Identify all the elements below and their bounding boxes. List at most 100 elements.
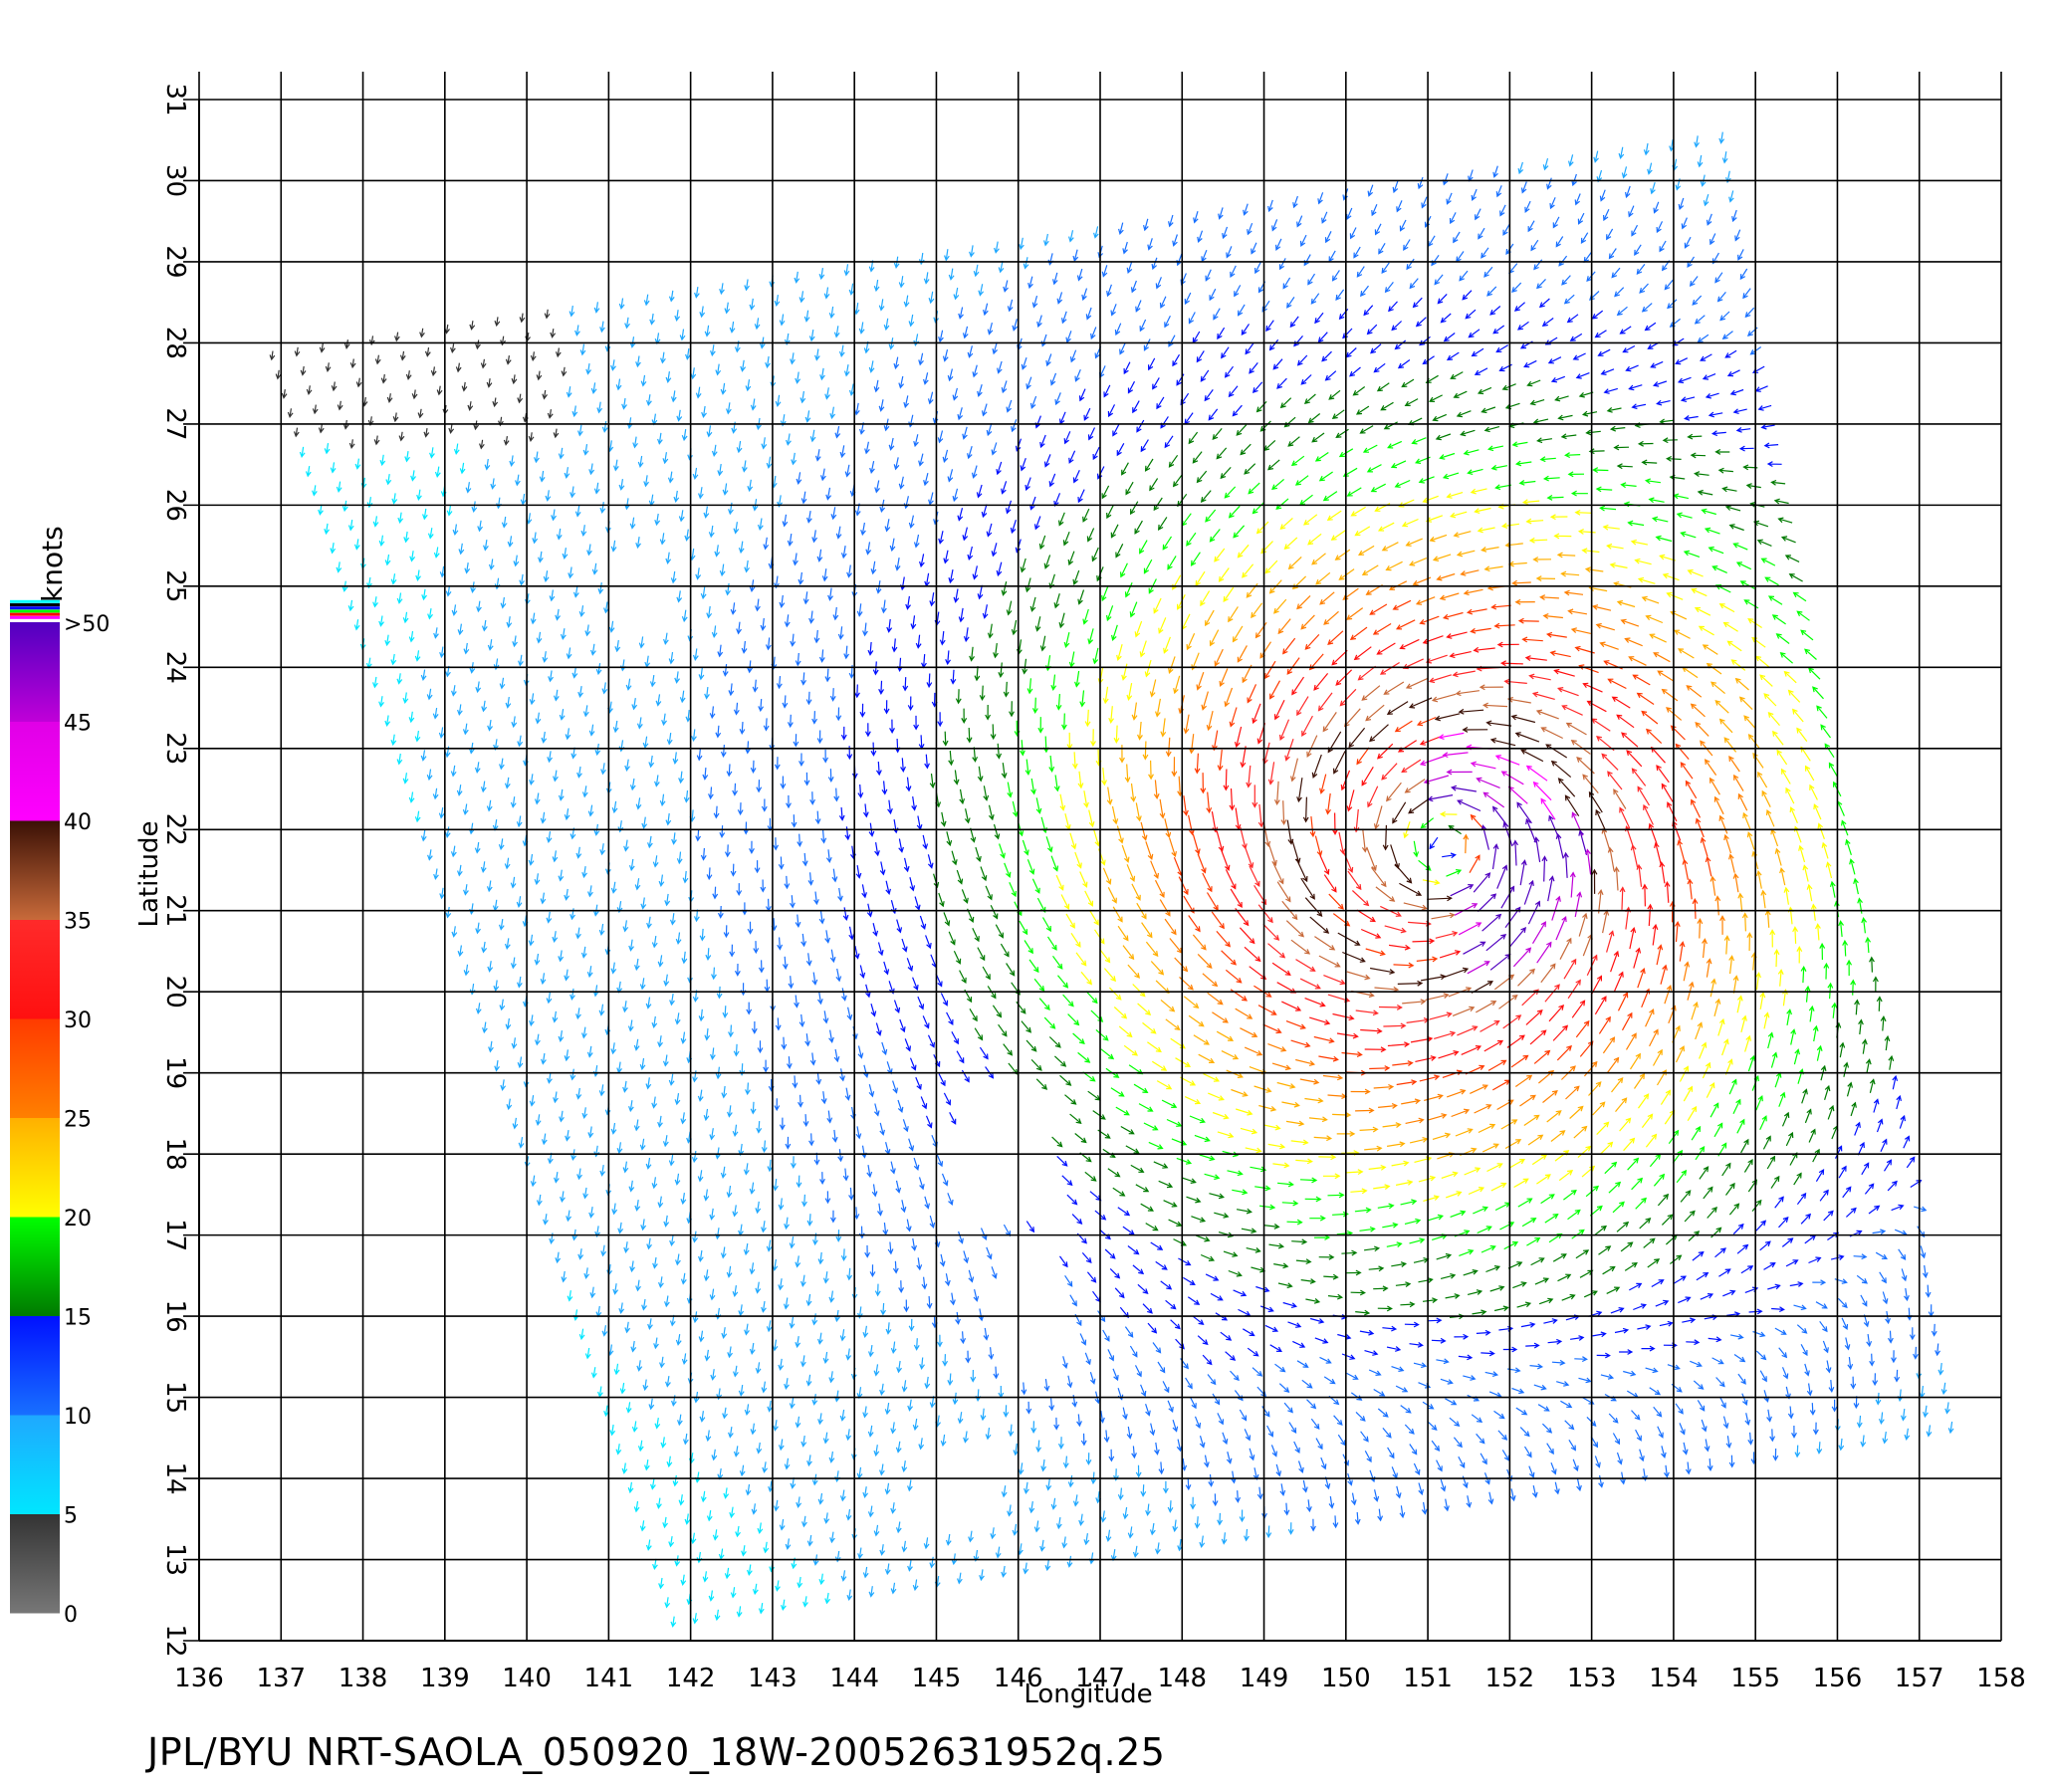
wind-vector	[1271, 962, 1291, 977]
wind-vector	[1311, 754, 1322, 779]
wind-vector	[1074, 368, 1081, 382]
wind-vector	[1359, 1329, 1375, 1336]
wind-vector	[665, 552, 672, 564]
wind-vector	[1606, 930, 1615, 953]
wind-vector	[1453, 390, 1468, 398]
wind-vector	[1738, 445, 1754, 452]
wind-vector	[710, 1369, 717, 1381]
wind-vector	[947, 469, 954, 483]
wind-vector	[865, 984, 871, 999]
wind-vector	[1700, 1293, 1714, 1300]
wind-vector	[1620, 1241, 1634, 1252]
wind-vector	[1496, 1099, 1514, 1111]
wind-vector	[1350, 1289, 1366, 1296]
wind-vector	[1725, 1182, 1735, 1196]
wind-vector	[1486, 445, 1504, 452]
wind-vector	[1211, 810, 1219, 833]
wind-vector	[751, 1020, 758, 1034]
wind-vector	[666, 733, 673, 746]
wind-vector	[1427, 1421, 1438, 1431]
wind-vector	[1381, 542, 1399, 552]
wind-vector	[468, 822, 475, 835]
wind-vector	[1432, 413, 1448, 422]
wind-vector	[1188, 915, 1201, 933]
wind-vector	[1262, 923, 1280, 941]
wind-vector	[804, 410, 811, 423]
wind-vector	[1644, 322, 1657, 332]
wind-vector	[1591, 310, 1604, 320]
wind-vector	[654, 775, 660, 787]
wind-vector	[923, 472, 929, 487]
wind-vector	[1823, 1210, 1834, 1222]
wind-vector	[1728, 1078, 1737, 1095]
wind-vector	[456, 784, 463, 796]
wind-vector	[1145, 1503, 1151, 1517]
wind-vector	[1450, 884, 1475, 897]
wind-vector	[988, 804, 995, 821]
wind-vector	[719, 563, 726, 577]
wind-vector	[1239, 1409, 1248, 1422]
wind-vector	[816, 549, 823, 562]
wind-vector	[1085, 991, 1098, 1005]
wind-vector	[1184, 1096, 1202, 1105]
wind-vector	[665, 1376, 671, 1388]
wind-vector	[1300, 614, 1315, 630]
wind-vector	[1200, 1253, 1216, 1261]
wind-vector	[372, 516, 379, 528]
wind-vector	[1029, 395, 1037, 409]
wind-vector	[1682, 1317, 1697, 1324]
wind-vector	[1531, 1154, 1548, 1166]
wind-vector	[1025, 477, 1031, 492]
wind-vector	[622, 1080, 628, 1093]
wind-vector	[873, 379, 880, 393]
wind-vector	[571, 666, 578, 679]
wind-vector	[1494, 1202, 1511, 1212]
wind-vector	[1129, 601, 1138, 618]
wind-vector	[330, 543, 337, 555]
wind-vector	[840, 1570, 847, 1582]
wind-vector	[896, 1360, 902, 1374]
wind-vector	[662, 452, 669, 465]
wind-vector	[374, 354, 381, 365]
wind-vector	[789, 1397, 796, 1410]
wind-vector	[1763, 1262, 1776, 1270]
wind-vector	[717, 1468, 724, 1480]
wind-vector	[1592, 1101, 1606, 1116]
wind-vector	[1055, 874, 1064, 891]
wind-vector	[1331, 812, 1338, 835]
wind-vector	[1828, 1380, 1835, 1394]
wind-vector	[1854, 999, 1860, 1015]
wind-vector	[1060, 894, 1070, 910]
wind-vector	[843, 645, 850, 660]
wind-vector	[1680, 531, 1697, 539]
wind-vector	[1923, 1405, 1929, 1419]
wind-vector	[1189, 734, 1195, 755]
wind-vector	[1500, 523, 1519, 529]
wind-vector	[990, 905, 999, 920]
wind-vector	[1269, 1344, 1282, 1353]
wind-vector	[1600, 368, 1615, 375]
wind-vector	[1523, 879, 1534, 905]
wind-vector	[1342, 851, 1354, 873]
wind-vector	[510, 957, 517, 970]
wind-vector	[891, 638, 898, 653]
wind-vector	[1744, 1034, 1751, 1052]
wind-vector	[1292, 1340, 1306, 1348]
wind-vector	[983, 785, 990, 801]
wind-vector	[1289, 316, 1299, 329]
wind-vector	[1366, 324, 1378, 336]
wind-vector	[1643, 1237, 1656, 1248]
wind-vector	[643, 475, 649, 488]
wind-vector	[814, 810, 821, 825]
wind-vector	[1899, 1114, 1906, 1129]
wind-vector	[1087, 427, 1096, 441]
wind-vector	[1404, 779, 1426, 793]
wind-vector	[575, 1008, 581, 1020]
wind-vector	[1268, 338, 1279, 351]
wind-vector	[1714, 1247, 1726, 1258]
wind-vector	[1293, 336, 1303, 347]
wind-vector	[1759, 1370, 1767, 1383]
wind-vector	[1186, 532, 1197, 547]
latitude-tick-label: 26	[160, 489, 190, 522]
wind-vector	[1770, 828, 1779, 847]
